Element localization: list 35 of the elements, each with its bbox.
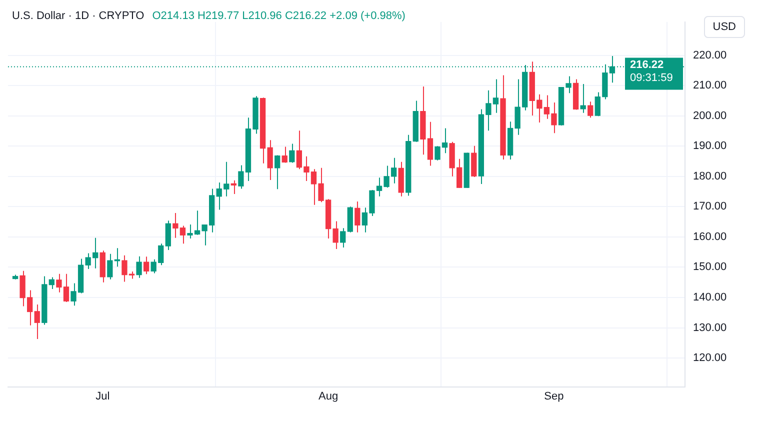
y-tick-label: 200.00 [693, 110, 727, 122]
x-tick-label: Jul [96, 390, 110, 402]
y-tick-label: 150.00 [693, 261, 727, 274]
ref-line-label: 216.22 [630, 58, 664, 71]
y-tick-label: 210.00 [693, 80, 727, 92]
candlestick [136, 256, 142, 278]
candlestick [274, 154, 280, 190]
x-tick-label: Aug [318, 390, 338, 402]
y-tick-label: 120.00 [693, 352, 727, 364]
candlestick [230, 180, 236, 194]
candlestick [354, 201, 360, 233]
x-tick-label: Sep [544, 390, 564, 402]
candlestick [340, 228, 346, 248]
candlestick [34, 304, 40, 340]
annotation: 09:31:59 [630, 72, 673, 84]
chart-subtitle: O214.13 H219.77 L210.96 C216.22 +2.09 (+0.98%) [152, 10, 406, 22]
candlestick [289, 143, 295, 164]
y-axis-title: USD [704, 16, 745, 38]
candlestick [107, 253, 113, 280]
chart-title: U.S. Dollar · 1D · CRYPTO [12, 10, 144, 22]
y-tick-label: 220.00 [693, 49, 727, 62]
y-tick-label: 170.00 [693, 200, 727, 213]
y-tick-label: 180.00 [693, 170, 727, 182]
candlestick [48, 276, 55, 290]
candlestick [143, 256, 150, 275]
y-tick-label: 160.00 [693, 230, 727, 243]
candlestick [588, 101, 594, 118]
candlestick [471, 145, 477, 178]
y-tick-label: 130.00 [693, 322, 727, 334]
y-tick-label: 140.00 [693, 292, 727, 304]
y-tick-label: 190.00 [693, 140, 727, 152]
candlestick [165, 220, 171, 250]
candlestick [332, 220, 338, 250]
candlestick [282, 146, 288, 164]
candlestick [580, 84, 586, 114]
